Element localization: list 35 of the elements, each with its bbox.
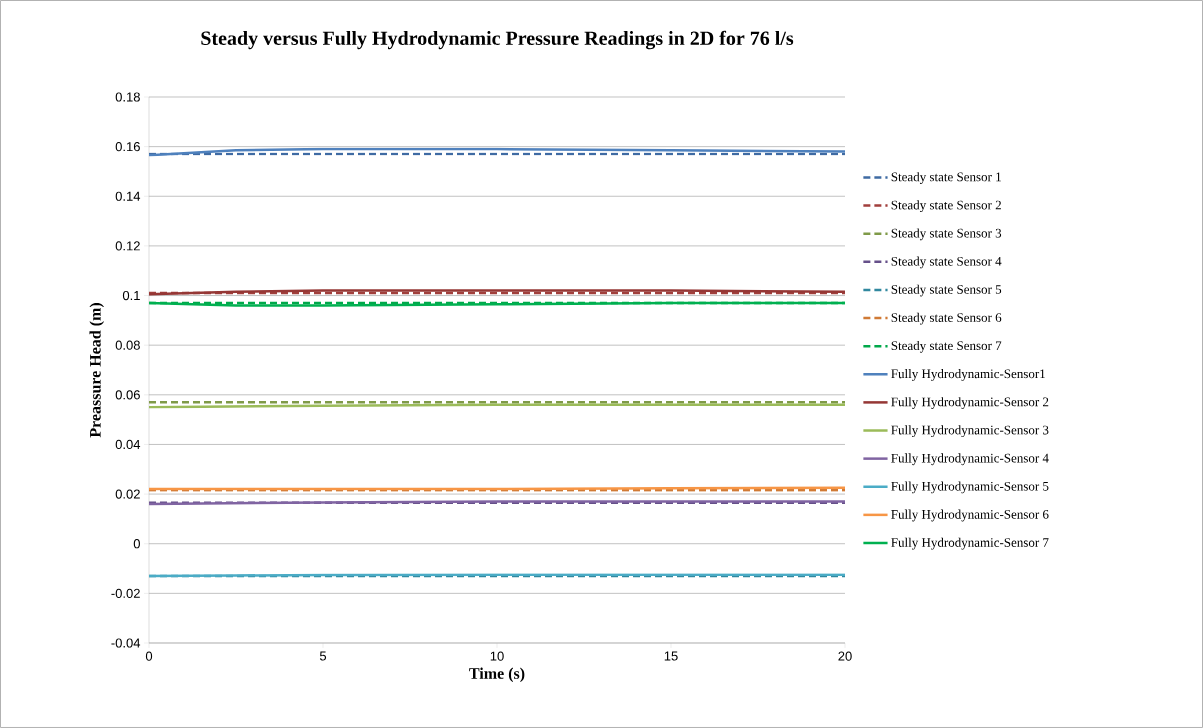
- x-tick-label: 0: [145, 651, 153, 661]
- y-tick-label: 0.12: [115, 241, 140, 251]
- x-tick-label: 20: [838, 651, 852, 661]
- y-tick-label: 0.04: [115, 439, 141, 450]
- legend-label: Fully Hydrodynamic-Sensor 4: [891, 453, 1049, 466]
- legend-label: Fully Hydrodynamic-Sensor 3: [891, 425, 1049, 438]
- y-tick-label: 0.16: [115, 142, 140, 152]
- x-axis-title: Time (s): [469, 667, 525, 683]
- legend-label: Steady state Sensor 3: [891, 228, 1002, 241]
- legend-label: Steady state Sensor 5: [891, 284, 1002, 297]
- x-tick-label: 15: [664, 651, 678, 661]
- y-tick-label: 0: [133, 539, 140, 549]
- legend-label: Steady state Sensor 7: [891, 340, 1002, 353]
- y-tick-label: -0.02: [111, 588, 140, 598]
- legend-label: Steady state Sensor 1: [891, 172, 1001, 185]
- y-tick-label: 0.1: [122, 290, 140, 301]
- y-tick-label: 0.06: [115, 390, 140, 400]
- legend-label: Steady state Sensor 4: [891, 256, 1002, 269]
- y-tick-label: 0.02: [115, 489, 140, 499]
- x-tick-label: 10: [490, 651, 504, 661]
- legend-label: Fully Hydrodynamic-Sensor 6: [891, 509, 1049, 522]
- chart-title: Steady versus Fully Hydrodynamic Pressure Readings in 2D for 76 l/s: [201, 30, 794, 50]
- y-axis-title: Preassure Head (m): [89, 303, 104, 438]
- y-tick-label: -0.04: [111, 638, 141, 648]
- y-tick-label: 0.08: [115, 340, 140, 350]
- legend-label: Fully Hydrodynamic-Sensor 5: [891, 481, 1049, 494]
- legend-label: Fully Hydrodynamic-Sensor 7: [891, 537, 1049, 550]
- line-series: [149, 147, 845, 157]
- legend-label: Fully Hydrodynamic-Sensor 2: [891, 397, 1049, 409]
- legend-label: Steady state Sensor 2: [891, 200, 1001, 213]
- y-tick-label: 0.14: [115, 191, 141, 201]
- legend-label: Fully Hydrodynamic-Sensor1: [891, 369, 1045, 381]
- x-tick-label: 5: [319, 651, 327, 661]
- legend-label: Steady state Sensor 6: [891, 312, 1002, 325]
- y-tick-label: 0.18: [115, 92, 140, 102]
